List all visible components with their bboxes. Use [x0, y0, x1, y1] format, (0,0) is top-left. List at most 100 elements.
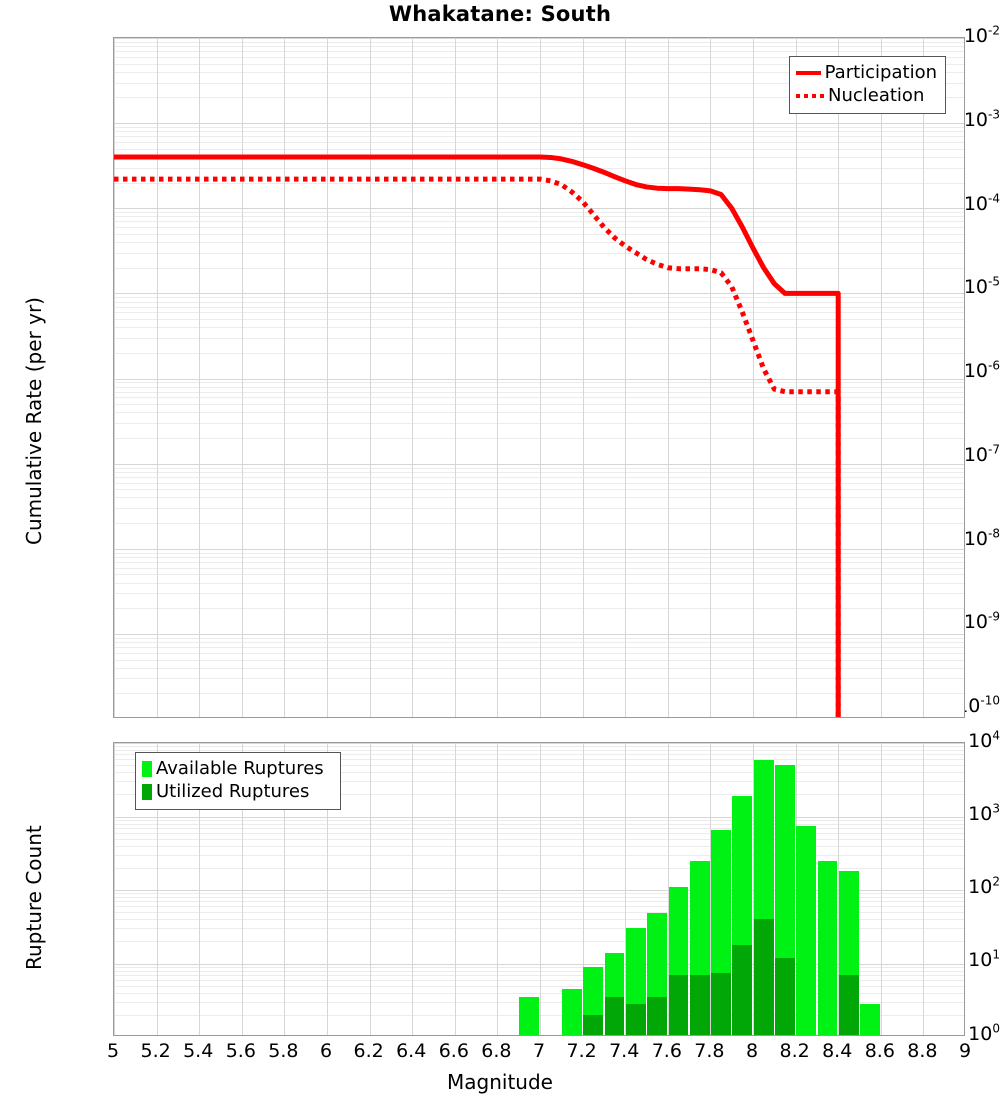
grid-line-minor: [114, 827, 964, 829]
grid-line-vertical: [625, 743, 627, 1035]
grid-line-minor: [114, 97, 964, 99]
grid-line-minor: [114, 819, 964, 821]
grid-line-major: [114, 816, 964, 818]
legend-label-participation: Participation: [824, 62, 937, 83]
grid-line-minor: [114, 63, 964, 65]
legend-item-utilized: Utilized Ruptures: [142, 780, 332, 803]
grid-line-minor: [114, 970, 964, 972]
available-swatch-icon: [142, 760, 152, 777]
grid-line-minor: [114, 845, 964, 847]
bar-utilized-ruptures: [647, 997, 668, 1035]
bottom-ytick-4: 100: [968, 1021, 1000, 1045]
xtick-label-7-4: 7.4: [609, 1040, 640, 1062]
grid-line-vertical: [284, 38, 286, 717]
grid-line-minor: [114, 148, 964, 150]
grid-line-minor: [114, 127, 964, 129]
grid-line-minor: [114, 56, 964, 58]
grid-line-vertical: [199, 38, 201, 717]
grid-line-vertical: [582, 743, 584, 1035]
bar-utilized-ruptures: [838, 974, 859, 1035]
grid-line-minor: [114, 823, 964, 825]
grid-line-vertical: [497, 38, 499, 717]
top-plot-area: [113, 37, 965, 718]
grid-line-vertical: [880, 38, 882, 717]
bar-utilized-ruptures: [604, 997, 625, 1035]
grid-line-minor: [114, 772, 964, 774]
grid-line-major: [114, 743, 964, 744]
bottom-ytick-0: 104: [968, 728, 1000, 752]
grid-line-minor: [114, 142, 964, 143]
grid-line-minor: [114, 901, 964, 903]
grid-line-vertical: [369, 743, 371, 1035]
bar-utilized-ruptures: [625, 1004, 646, 1035]
grid-line-minor: [114, 750, 964, 752]
grid-line-minor: [114, 131, 964, 133]
grid-line-major: [114, 38, 964, 39]
page-title: Whakatane: South: [388, 2, 612, 26]
grid-line-minor: [114, 136, 964, 138]
grid-line-vertical: [753, 38, 754, 717]
xtick-label-9: 9: [958, 1040, 972, 1062]
grid-line-vertical: [625, 38, 627, 717]
top-ytick-6: 10-8: [963, 526, 1000, 550]
bar-available-ruptures: [519, 997, 540, 1035]
solid-line-icon: [796, 70, 821, 75]
grid-line-vertical: [156, 38, 158, 717]
top-ytick-4: 10-6: [963, 358, 1000, 382]
grid-line-minor: [114, 746, 964, 748]
bar-utilized-ruptures: [732, 944, 753, 1035]
xtick-label-6-6: 6.6: [438, 1040, 469, 1062]
top-ytick-7: 10-9: [963, 609, 1000, 633]
grid-line-vertical: [454, 38, 456, 717]
bar-available-ruptures: [562, 988, 582, 1035]
grid-line-vertical: [710, 743, 712, 1035]
legend-label-nucleation: Nucleation: [828, 85, 925, 106]
bottom-ytick-1: 103: [968, 801, 1000, 825]
xtick-label-7: 7: [532, 1040, 546, 1062]
grid-line-vertical: [241, 38, 243, 717]
grid-line-minor: [114, 912, 964, 914]
bar-available-ruptures: [796, 825, 817, 1035]
grid-line-vertical: [753, 743, 754, 1035]
xtick-label-8-6: 8.6: [864, 1040, 895, 1062]
xtick-label-5-4: 5.4: [183, 1040, 214, 1062]
grid-line-major: [114, 963, 964, 965]
bar-utilized-ruptures: [753, 919, 774, 1035]
grid-line-vertical: [540, 38, 541, 717]
grid-line-vertical: [710, 38, 712, 717]
grid-line-major: [114, 890, 964, 891]
grid-line-vertical: [114, 743, 115, 1035]
bar-utilized-ruptures: [689, 974, 710, 1035]
grid-line-minor: [114, 992, 964, 994]
top-ytick-2: 10-4: [963, 191, 1000, 215]
grid-line-minor: [114, 759, 964, 761]
grid-line-minor: [114, 46, 964, 48]
grid-line-vertical: [923, 743, 925, 1035]
grid-line-minor: [114, 919, 964, 921]
bottom-legend: Available Ruptures Utilized Ruptures: [135, 752, 341, 810]
xtick-label-7-8: 7.8: [694, 1040, 725, 1062]
grid-line-vertical: [582, 38, 584, 717]
xtick-label-5-2: 5.2: [140, 1040, 171, 1062]
xtick-label-6: 6: [319, 1040, 333, 1062]
grid-line-minor: [114, 906, 964, 908]
legend-item-nucleation: Nucleation: [796, 84, 937, 107]
grid-line-minor: [114, 897, 964, 899]
xtick-label-8-4: 8.4: [822, 1040, 853, 1062]
grid-line-major: [114, 123, 964, 125]
top-ytick-5: 10-7: [963, 442, 1000, 466]
legend-item-available: Available Ruptures: [142, 757, 332, 780]
bottom-ytick-3: 101: [968, 947, 1000, 971]
grid-line-vertical: [412, 38, 414, 717]
grid-line-minor: [114, 765, 964, 767]
grid-line-vertical: [412, 743, 414, 1035]
bar-utilized-ruptures: [668, 974, 689, 1035]
grid-line-vertical: [838, 38, 840, 717]
xlabel: Magnitude: [447, 1070, 553, 1094]
grid-line-vertical: [795, 38, 797, 717]
grid-line-vertical: [497, 743, 499, 1035]
xtick-label-7-6: 7.6: [651, 1040, 682, 1062]
xtick-label-6-4: 6.4: [396, 1040, 427, 1062]
grid-line-vertical: [540, 743, 541, 1035]
legend-label-utilized: Utilized Ruptures: [156, 781, 310, 802]
